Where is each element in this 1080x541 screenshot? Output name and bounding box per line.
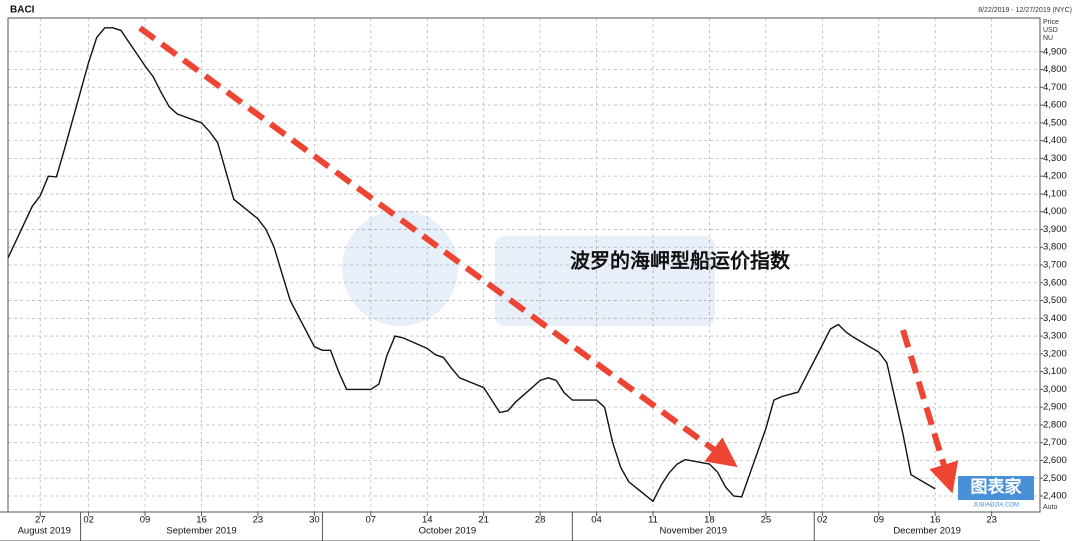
y-tick-label: 3,200 [1043,348,1067,359]
month-label: October 2019 [419,526,477,537]
y-tick-label: 2,700 [1043,437,1067,448]
axis-header: Price [1043,19,1059,26]
x-tick-label: 23 [253,515,264,526]
month-label: August 2019 [18,526,71,537]
x-tick-label: 27 [35,515,46,526]
y-tick-label: 4,500 [1043,117,1067,128]
y-tick-label: 2,600 [1043,455,1067,466]
x-tick-label: 28 [535,515,546,526]
y-tick-label: 3,400 [1043,313,1067,324]
logo-site: JUBIAOJIA.COM [973,503,1019,509]
grid [8,18,1040,512]
axis-header: USD [1043,27,1058,34]
x-tick-label: 02 [83,515,94,526]
y-tick-label: 4,900 [1043,46,1067,57]
axis-header: NU [1043,35,1053,42]
y-tick-label: 3,800 [1043,242,1067,253]
y-tick-label: 4,300 [1043,153,1067,164]
y-tick-label: 2,900 [1043,402,1067,413]
y-tick-label: 3,000 [1043,384,1067,395]
y-tick-label: 4,600 [1043,100,1067,111]
y-tick-label: 3,500 [1043,295,1067,306]
month-label: December 2019 [893,526,961,537]
y-tick-label: 4,700 [1043,82,1067,93]
month-label: September 2019 [166,526,236,537]
x-tick-label: 04 [591,515,602,526]
annotation: 波罗的海岬型船运价指数 [570,248,791,272]
month-label: November 2019 [660,526,728,537]
x-tick-label: 25 [761,515,772,526]
y-tick-label: 3,600 [1043,277,1067,288]
y-tick-label: 4,400 [1043,135,1067,146]
x-tick-label: 16 [196,515,207,526]
x-tick-label: 14 [422,515,433,526]
x-tick-label: 07 [366,515,377,526]
y-tick-label: 2,500 [1043,473,1067,484]
trend-arrow [138,25,738,468]
price-line [7,27,936,503]
y-tick-label: 4,200 [1043,171,1067,182]
chart-title: BACI [10,5,35,16]
y-tick-label: 3,100 [1043,366,1067,377]
y-tick-label: 2,400 [1043,491,1067,502]
y-tick-label: 2,800 [1043,419,1067,430]
x-tick-label: 02 [817,515,828,526]
y-tick-label: 3,700 [1043,260,1067,271]
y-tick-label: 4,100 [1043,188,1067,199]
logo: 图表家 [971,476,1022,496]
x-tick-label: 21 [478,515,489,526]
axis-footer: Auto [1043,504,1058,511]
date-range: 8/22/2019 - 12/27/2019 (NYC) [978,7,1072,14]
x-tick-label: 23 [986,515,997,526]
x-tick-label: 11 [648,515,658,526]
x-tick-label: 09 [140,515,151,526]
x-tick-label: 09 [873,515,884,526]
logo-box [958,476,1034,500]
y-tick-label: 3,300 [1043,331,1067,342]
x-tick-label: 16 [930,515,941,526]
y-tick-label: 4,800 [1043,64,1067,75]
x-tick-label: 18 [704,515,715,526]
x-tick-label: 30 [309,515,320,526]
y-tick-label: 3,900 [1043,224,1067,235]
y-tick-label: 4,000 [1043,206,1067,217]
